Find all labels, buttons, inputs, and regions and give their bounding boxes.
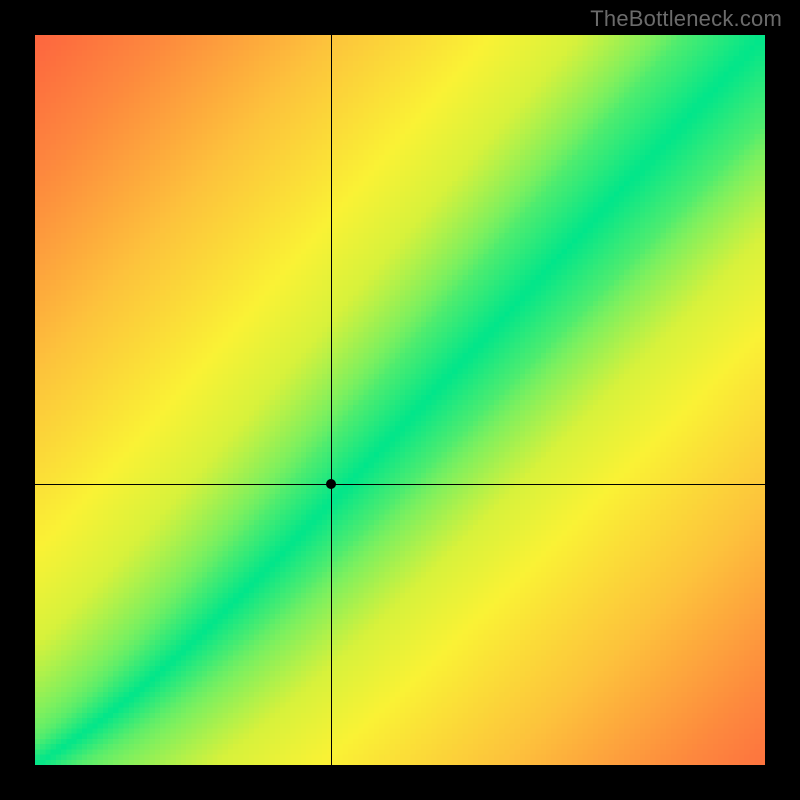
crosshair-marker [326,479,336,489]
plot-area [35,35,765,765]
crosshair-vertical [331,35,332,765]
crosshair-horizontal [35,484,765,485]
heatmap-canvas [35,35,765,765]
watermark-text: TheBottleneck.com [590,6,782,32]
chart-container: TheBottleneck.com [0,0,800,800]
